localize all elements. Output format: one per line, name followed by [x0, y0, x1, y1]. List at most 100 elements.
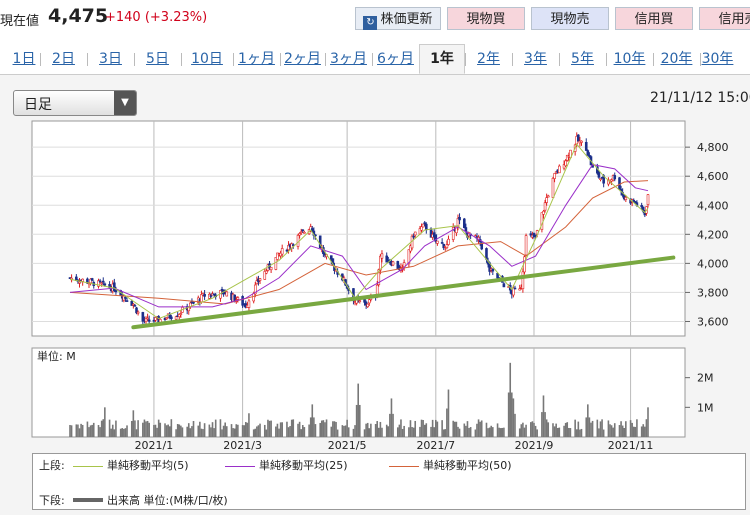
candle-body	[100, 282, 103, 285]
candle-body	[358, 300, 362, 302]
volume-bar	[644, 426, 646, 437]
candle-body	[564, 160, 567, 167]
volume-bar	[123, 428, 125, 437]
tab-period-8[interactable]: 3ヶ月	[330, 51, 367, 67]
volume-bar	[400, 419, 402, 437]
volume-bar	[99, 427, 101, 437]
tab-period-1[interactable]: 1日	[12, 51, 36, 67]
tab-period-14[interactable]: 10年	[613, 51, 646, 67]
volume-bar	[358, 404, 361, 437]
candle-body	[542, 210, 545, 215]
volume-bar	[488, 427, 491, 437]
volume-bar	[452, 420, 455, 437]
volume-bar	[629, 420, 632, 437]
tab-period-6[interactable]: 1ヶ月	[238, 51, 275, 67]
candle-body	[298, 233, 301, 236]
tab-period-16[interactable]: 30年	[701, 51, 734, 67]
tab-period-15[interactable]: 20年	[660, 51, 693, 67]
volume-bar	[347, 427, 350, 437]
volume-bar	[263, 424, 266, 437]
candle-body	[192, 301, 195, 304]
tab-separator	[700, 53, 701, 66]
volume-bar	[153, 424, 155, 437]
volume-bar	[137, 420, 139, 437]
volume-bar	[164, 423, 166, 437]
volume-bar	[541, 412, 543, 437]
volume-bar	[256, 426, 258, 437]
volume-bar	[492, 427, 494, 437]
candle-body	[610, 179, 613, 182]
tab-period-2[interactable]: 2日	[52, 51, 75, 67]
volume-bar	[647, 407, 649, 437]
candle-body	[577, 134, 580, 142]
volume-bar	[381, 427, 383, 437]
spot-buy-button[interactable]: 現物買	[447, 7, 525, 30]
volume-bar	[577, 421, 580, 437]
volume-bar	[612, 427, 614, 437]
candle-body	[329, 255, 333, 261]
volume-bar	[585, 417, 588, 437]
candle-body	[154, 317, 157, 321]
volume-bar	[621, 425, 624, 437]
volume-bar	[203, 423, 206, 437]
tab-period-12[interactable]: 3年	[524, 51, 547, 67]
tab-period-3[interactable]: 3日	[99, 51, 122, 67]
trend-line	[131, 255, 676, 330]
volume-bar	[187, 423, 190, 437]
volume-bar	[623, 427, 626, 437]
candle-body	[97, 280, 100, 287]
volume-bar	[419, 426, 421, 437]
tab-period-9[interactable]: 6ヶ月	[377, 51, 414, 67]
tab-period-7[interactable]: 2ヶ月	[284, 51, 321, 67]
volume-bar	[563, 425, 565, 437]
volume-bar	[241, 425, 244, 437]
volume-bar	[119, 428, 122, 437]
candle-body	[287, 245, 290, 251]
volume-bar	[487, 428, 489, 437]
volume-bar	[640, 426, 643, 437]
candle-body	[170, 316, 173, 320]
volume-bar	[569, 428, 572, 437]
volume-bar	[374, 424, 377, 437]
tab-period-4[interactable]: 5日	[146, 51, 169, 67]
margin-buy-button[interactable]: 信用買	[615, 7, 693, 30]
volume-bar	[547, 422, 550, 437]
volume-bar	[230, 424, 233, 437]
candle-body	[545, 197, 548, 203]
volume-bar	[558, 427, 561, 437]
volume-bar	[480, 420, 483, 437]
volume-bar	[254, 428, 257, 437]
volume-unit-label: 単位: M	[37, 349, 76, 363]
tab-period-5[interactable]: 10日	[191, 51, 223, 67]
tab-period-10[interactable]: 1年	[419, 44, 465, 74]
tab-separator	[512, 53, 513, 66]
volume-bar	[200, 428, 203, 437]
tab-period-11[interactable]: 2年	[477, 51, 500, 67]
volume-bar	[512, 398, 515, 437]
candle-body	[78, 281, 81, 284]
tab-separator	[606, 53, 607, 66]
volume-bar	[542, 395, 545, 437]
volume-bar	[645, 419, 648, 437]
tab-period-13[interactable]: 5年	[571, 51, 594, 67]
candle-body	[318, 235, 322, 249]
volume-bar	[259, 423, 261, 437]
candle-body	[276, 252, 279, 260]
ma5-line	[69, 143, 649, 320]
spot-sell-button[interactable]: 現物売	[531, 7, 609, 30]
volume-bar	[324, 422, 326, 437]
volume-bar	[496, 423, 499, 437]
volume-bar	[290, 419, 293, 437]
refresh-price-button[interactable]: ↻ 株価更新	[355, 7, 441, 30]
chevron-down-icon: ▼	[114, 91, 136, 115]
margin-sell-button[interactable]: 信用売	[699, 7, 750, 30]
interval-select[interactable]: 日足 ▼	[13, 90, 137, 116]
volume-bar	[202, 429, 204, 437]
volume-bar	[458, 428, 461, 437]
tab-separator	[40, 53, 41, 66]
volume-bar	[145, 421, 147, 437]
volume-bar	[246, 422, 249, 437]
volume-bar	[389, 413, 391, 437]
volume-bar	[556, 427, 559, 437]
volume-bar	[625, 421, 627, 437]
